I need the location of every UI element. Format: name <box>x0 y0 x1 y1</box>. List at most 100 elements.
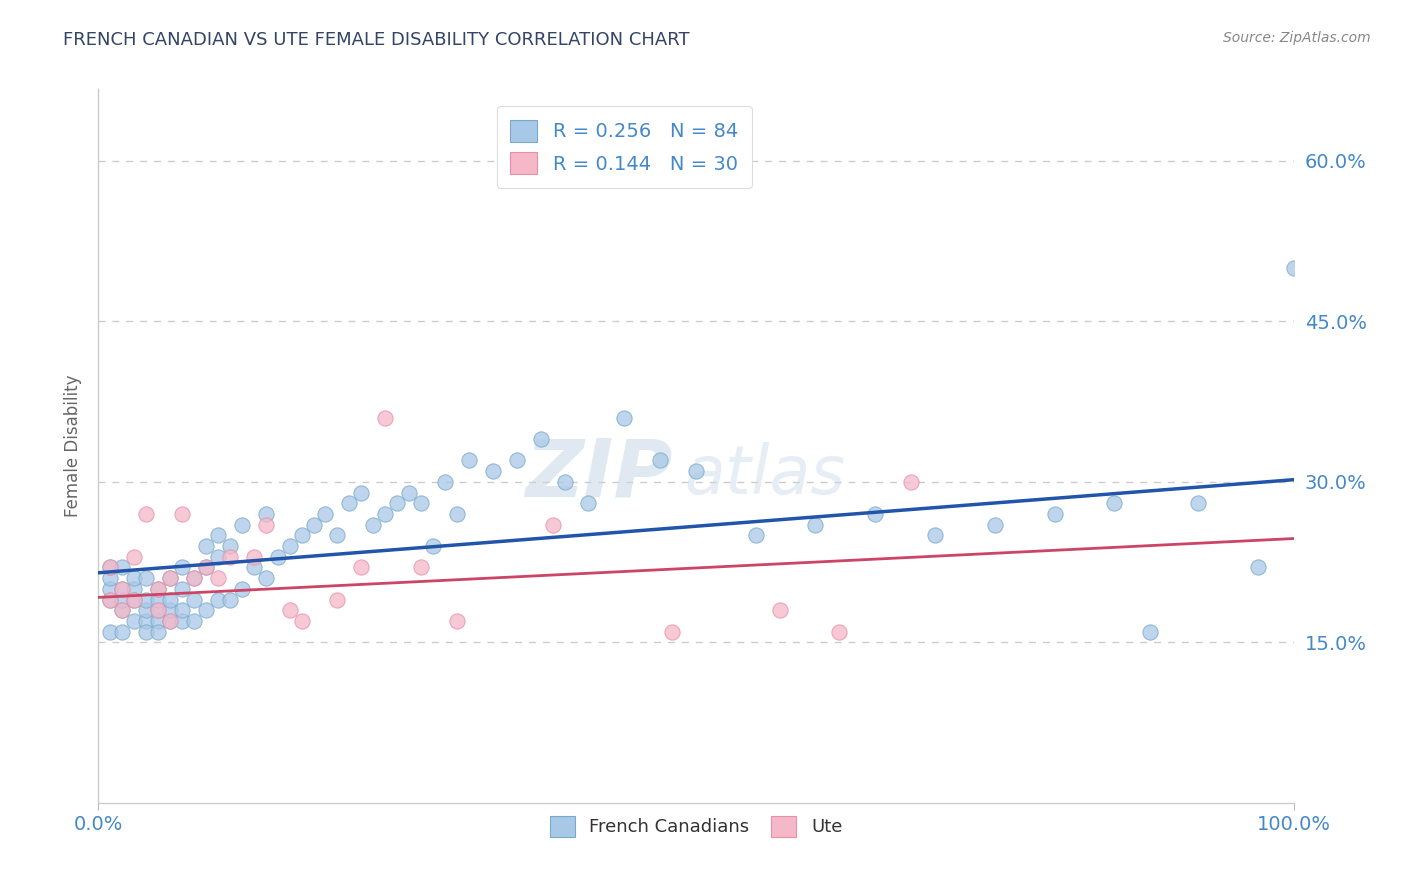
Point <box>135 507 157 521</box>
Point <box>219 539 242 553</box>
Point <box>172 614 194 628</box>
Point <box>111 592 134 607</box>
Point <box>374 410 396 425</box>
Point <box>98 571 122 585</box>
Point <box>446 614 468 628</box>
Point <box>148 624 170 639</box>
Point <box>135 614 157 628</box>
Point <box>124 549 146 564</box>
Point <box>135 603 157 617</box>
Point <box>111 582 134 596</box>
Point <box>219 549 242 564</box>
Point <box>124 582 146 596</box>
Point <box>98 624 122 639</box>
Point <box>148 592 170 607</box>
Y-axis label: Female Disability: Female Disability <box>65 375 83 517</box>
Point <box>350 560 373 574</box>
Point <box>278 539 301 553</box>
Point <box>183 614 205 628</box>
Point <box>350 485 373 500</box>
Point <box>613 410 636 425</box>
Point <box>98 592 122 607</box>
Point <box>195 539 218 553</box>
Point <box>183 592 205 607</box>
Point <box>768 603 790 617</box>
Point <box>207 592 229 607</box>
Point <box>254 571 277 585</box>
Point <box>1282 260 1305 275</box>
Point <box>219 592 242 607</box>
Point <box>554 475 576 489</box>
Point <box>374 507 396 521</box>
Point <box>422 539 444 553</box>
Point <box>98 560 122 574</box>
Point <box>541 517 564 532</box>
Point <box>326 592 349 607</box>
Point <box>148 603 170 617</box>
Point <box>172 603 194 617</box>
Text: Source: ZipAtlas.com: Source: ZipAtlas.com <box>1223 31 1371 45</box>
Point <box>578 496 600 510</box>
Point <box>111 560 134 574</box>
Point <box>195 560 218 574</box>
Point <box>124 592 146 607</box>
Point <box>530 432 553 446</box>
Point <box>159 614 181 628</box>
Point <box>148 582 170 596</box>
Point <box>98 592 122 607</box>
Point <box>411 496 433 510</box>
Point <box>339 496 361 510</box>
Point <box>685 464 707 478</box>
Point <box>1247 560 1270 574</box>
Point <box>315 507 337 521</box>
Point <box>159 571 181 585</box>
Point <box>135 592 157 607</box>
Point <box>243 549 266 564</box>
Point <box>159 603 181 617</box>
Point <box>135 624 157 639</box>
Point <box>506 453 529 467</box>
Text: FRENCH CANADIAN VS UTE FEMALE DISABILITY CORRELATION CHART: FRENCH CANADIAN VS UTE FEMALE DISABILITY… <box>63 31 690 49</box>
Point <box>363 517 385 532</box>
Point <box>183 571 205 585</box>
Point <box>111 624 134 639</box>
Point <box>135 571 157 585</box>
Point <box>183 571 205 585</box>
Point <box>159 571 181 585</box>
Point <box>398 485 420 500</box>
Point <box>148 603 170 617</box>
Point <box>1104 496 1126 510</box>
Point <box>924 528 946 542</box>
Point <box>984 517 1007 532</box>
Point <box>243 560 266 574</box>
Point <box>291 528 314 542</box>
Point <box>98 560 122 574</box>
Point <box>98 582 122 596</box>
Text: atlas: atlas <box>685 442 845 508</box>
Point <box>326 528 349 542</box>
Point <box>434 475 457 489</box>
Point <box>458 453 481 467</box>
Point <box>172 582 194 596</box>
Point <box>124 592 146 607</box>
Point <box>195 603 218 617</box>
Point <box>411 560 433 574</box>
Point <box>195 560 218 574</box>
Point <box>661 624 683 639</box>
Point <box>446 507 468 521</box>
Point <box>231 582 253 596</box>
Point <box>111 603 134 617</box>
Point <box>278 603 301 617</box>
Point <box>648 453 672 467</box>
Point <box>172 560 194 574</box>
Point <box>828 624 851 639</box>
Point <box>124 571 146 585</box>
Point <box>231 517 253 532</box>
Point <box>900 475 922 489</box>
Point <box>1139 624 1161 639</box>
Point <box>124 614 146 628</box>
Point <box>111 603 134 617</box>
Legend: French Canadians, Ute: French Canadians, Ute <box>543 808 849 844</box>
Point <box>159 614 181 628</box>
Point <box>865 507 887 521</box>
